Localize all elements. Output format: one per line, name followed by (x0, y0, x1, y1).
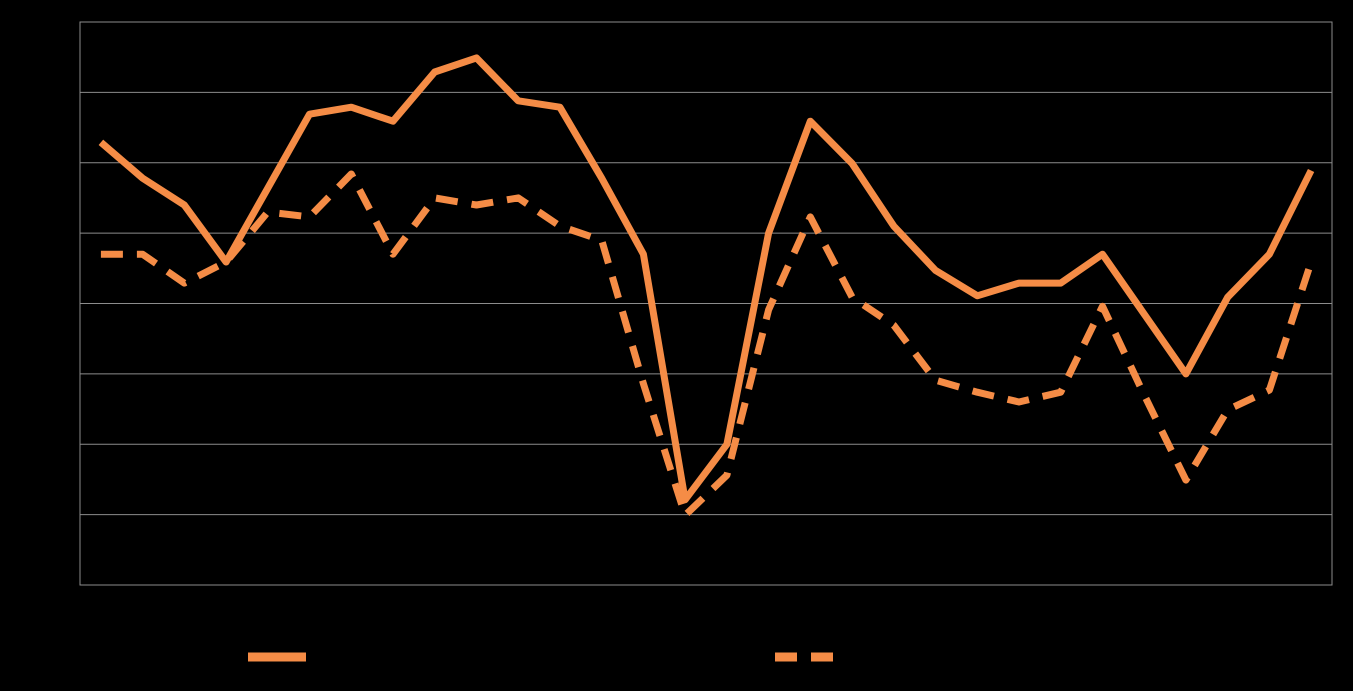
series-line (98, 54, 1315, 504)
